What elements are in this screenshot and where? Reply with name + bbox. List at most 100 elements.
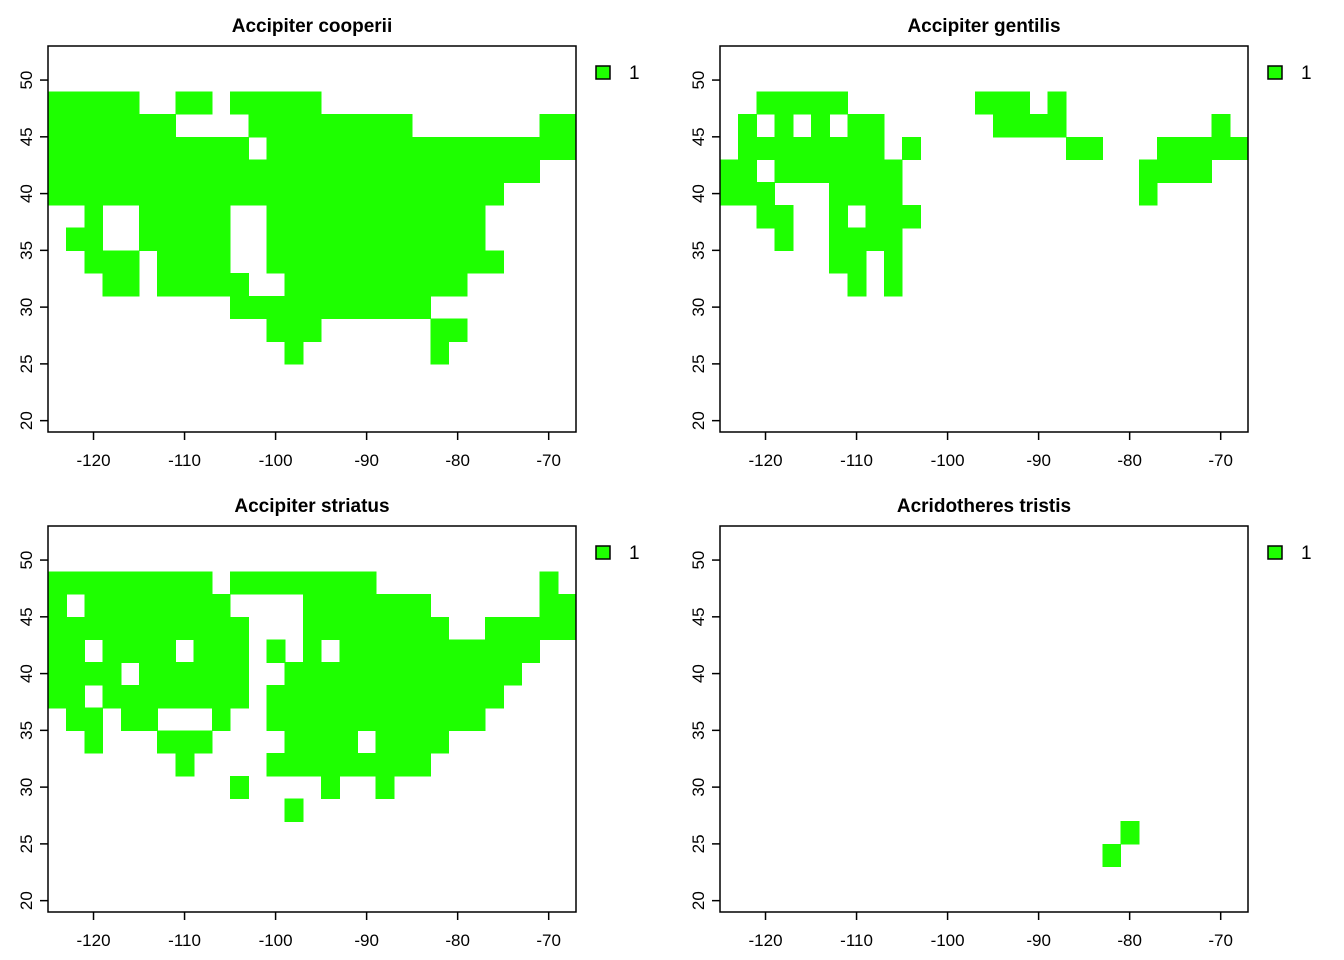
raster-cell xyxy=(84,204,104,229)
raster-cell xyxy=(84,571,104,595)
raster-cell xyxy=(120,594,140,618)
raster-cell xyxy=(339,204,359,229)
raster-cell xyxy=(774,159,794,183)
y-tick-label: 30 xyxy=(689,778,708,797)
raster-cell xyxy=(66,707,86,731)
raster-cell xyxy=(266,639,286,663)
raster-cell xyxy=(375,616,395,641)
raster-cell xyxy=(829,227,849,251)
raster-cell xyxy=(756,182,776,206)
raster-cell xyxy=(412,684,431,709)
raster-cell xyxy=(720,182,739,206)
y-tick-label: 20 xyxy=(689,891,708,910)
raster-cell xyxy=(193,684,213,709)
raster-cell xyxy=(211,707,231,731)
x-tick-label: -120 xyxy=(77,451,111,470)
x-tick-label: -80 xyxy=(1117,451,1142,470)
raster-cell xyxy=(139,707,158,731)
raster-cell xyxy=(466,684,486,709)
raster-cell xyxy=(175,159,195,183)
raster-cell xyxy=(448,639,468,663)
y-tick-label: 35 xyxy=(689,721,708,740)
y-tick-label: 30 xyxy=(17,778,36,797)
x-tick-label: -110 xyxy=(840,931,873,950)
raster-cell xyxy=(393,616,413,641)
raster-cell xyxy=(211,662,231,686)
raster-cell xyxy=(157,616,177,641)
raster-cell xyxy=(339,571,359,595)
chart-title: Accipiter striatus xyxy=(234,496,389,517)
raster-cell xyxy=(175,204,195,229)
raster-cell xyxy=(811,91,830,115)
x-tick-label: -100 xyxy=(931,451,965,470)
plot-frame xyxy=(47,45,577,433)
raster-cell xyxy=(284,159,304,183)
raster-cell xyxy=(829,182,849,206)
raster-cell xyxy=(1102,843,1122,868)
raster-cell xyxy=(157,662,177,686)
raster-cell xyxy=(211,227,231,251)
raster-cell xyxy=(339,639,359,663)
raster-cell xyxy=(102,571,122,595)
raster-cell xyxy=(539,594,559,618)
raster-cell xyxy=(466,182,486,206)
raster-cell xyxy=(448,136,468,161)
raster-cell xyxy=(157,639,177,663)
y-tick-label: 45 xyxy=(17,127,36,146)
raster-cell xyxy=(503,662,522,686)
chart-panel: Accipiter gentilis -120 -110 -100 -90 -80 -70 2… xyxy=(689,16,1312,470)
raster-cell xyxy=(48,182,67,206)
x-tick-label: -90 xyxy=(354,451,379,470)
raster-cell xyxy=(430,616,450,641)
raster-cell xyxy=(375,250,395,274)
raster-cell xyxy=(430,273,450,297)
raster-cell xyxy=(284,341,304,365)
y-tick-label: 40 xyxy=(689,184,708,203)
raster-cell xyxy=(302,616,322,641)
raster-cell xyxy=(902,204,921,229)
y-tick-label: 20 xyxy=(17,891,36,910)
y-tick-label: 20 xyxy=(17,411,36,430)
chart-panel: Acridotheres tristis -120 -110 -100 -90 -80 -7… xyxy=(689,496,1312,950)
raster-cell xyxy=(1229,136,1248,161)
raster-cell xyxy=(302,318,322,342)
raster-cell xyxy=(193,250,213,274)
raster-cell xyxy=(193,639,213,663)
raster-cell xyxy=(1175,136,1194,161)
raster-cell xyxy=(430,159,450,183)
raster-cell xyxy=(139,616,158,641)
raster-cell xyxy=(1047,114,1067,138)
raster-cell xyxy=(84,594,104,618)
raster-cell xyxy=(811,159,830,183)
raster-cell xyxy=(175,730,195,754)
raster-cell xyxy=(284,91,304,115)
raster-cell xyxy=(339,250,359,274)
raster-cell xyxy=(120,684,140,709)
raster-cell xyxy=(193,227,213,251)
raster-cell xyxy=(266,753,286,777)
raster-cell xyxy=(774,114,794,138)
raster-cell xyxy=(248,114,268,138)
raster-cell xyxy=(321,204,340,229)
chart-title: Accipiter cooperii xyxy=(232,16,393,37)
raster-cell xyxy=(430,318,450,342)
raster-cell xyxy=(84,182,104,206)
raster-cell xyxy=(211,159,231,183)
raster-cell xyxy=(412,136,431,161)
chart-title: Accipiter gentilis xyxy=(907,16,1060,37)
raster-cell xyxy=(1065,136,1085,161)
raster-cell xyxy=(430,639,450,663)
raster-cell xyxy=(339,730,359,754)
raster-cell xyxy=(48,91,67,115)
raster-cell xyxy=(521,616,541,641)
y-tick-label: 45 xyxy=(689,127,708,146)
raster-cell xyxy=(266,136,286,161)
raster-cell xyxy=(412,273,431,297)
raster-cell xyxy=(865,136,885,161)
raster-cell xyxy=(84,730,104,754)
raster-cell xyxy=(448,159,468,183)
raster-cell xyxy=(139,684,158,709)
raster-cell xyxy=(284,662,304,686)
x-tick-label: -70 xyxy=(536,931,561,950)
raster-cell xyxy=(829,91,849,115)
